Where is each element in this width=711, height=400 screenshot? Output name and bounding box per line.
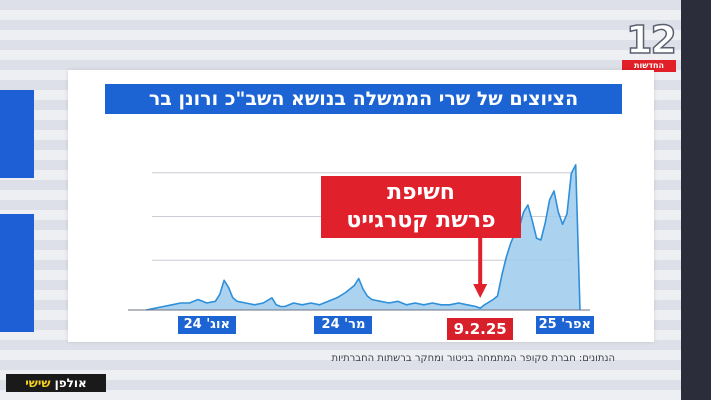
show-name-part1: אולפן (54, 376, 87, 390)
callout-line-2: פרשת קטרגייט (346, 208, 496, 233)
channel-number: 12 (625, 17, 677, 63)
show-name-part2: שישי (25, 376, 51, 390)
series-area (146, 164, 580, 310)
source-note: הנתונים: חברת סקופר המתמחה בניטור ומחקר … (331, 353, 615, 364)
callout-arrow-head (473, 284, 488, 298)
channel-name: החדשות (622, 60, 676, 72)
x-tick-label-3: 9.2.25 (447, 318, 514, 340)
x-tick-label-1: אוג' 24 (177, 316, 236, 334)
x-tick-label-4: אפר' 25 (535, 316, 594, 334)
callout-arrow (473, 238, 488, 298)
series-line (145, 164, 581, 311)
chart-title: הציוצים של שרי הממשלה בנושא השב"כ ורונן … (105, 84, 622, 114)
left-accent-bar-bottom (0, 214, 34, 332)
callout-line-1: חשיפת (387, 180, 455, 205)
left-accent-bar-top (0, 90, 34, 178)
show-name-tag: אולפן שישי (6, 374, 106, 392)
x-tick-label-2: מר' 24 (314, 316, 373, 334)
right-edge-panel (681, 0, 711, 400)
event-callout: חשיפת פרשת קטרגייט (321, 176, 521, 238)
channel-logo: 12 החדשות (622, 17, 680, 72)
